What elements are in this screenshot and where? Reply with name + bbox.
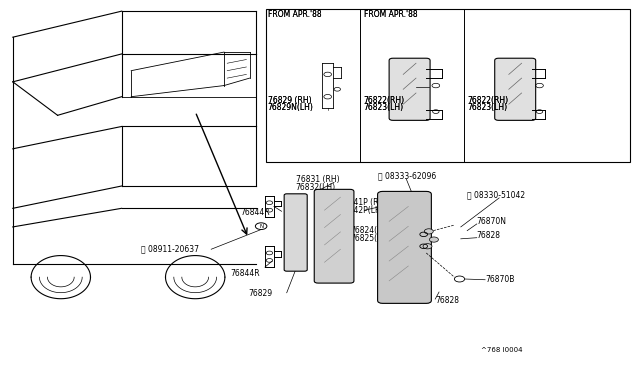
Text: 76842P(LH): 76842P(LH) bbox=[339, 206, 384, 215]
FancyBboxPatch shape bbox=[389, 58, 430, 121]
Text: ^768 I0004: ^768 I0004 bbox=[481, 347, 523, 353]
FancyBboxPatch shape bbox=[495, 58, 536, 121]
Text: FROM APR.'88: FROM APR.'88 bbox=[364, 10, 417, 19]
Text: 76822(RH): 76822(RH) bbox=[467, 96, 508, 105]
FancyBboxPatch shape bbox=[284, 194, 307, 271]
Text: 76844R: 76844R bbox=[230, 269, 260, 278]
Text: N: N bbox=[259, 224, 263, 229]
Text: Ⓝ 08911-20637: Ⓝ 08911-20637 bbox=[141, 245, 199, 254]
FancyBboxPatch shape bbox=[378, 191, 431, 303]
Circle shape bbox=[423, 244, 432, 249]
Text: 76823(LH): 76823(LH) bbox=[364, 103, 404, 112]
Text: 76829 (RH): 76829 (RH) bbox=[268, 96, 311, 105]
Text: FROM APR.'88: FROM APR.'88 bbox=[268, 10, 321, 19]
Circle shape bbox=[454, 276, 465, 282]
Text: 76829: 76829 bbox=[248, 289, 273, 298]
Text: 76829N(LH): 76829N(LH) bbox=[268, 103, 314, 112]
Circle shape bbox=[255, 223, 267, 230]
Text: 76831 (RH): 76831 (RH) bbox=[296, 175, 339, 184]
Text: 76844R: 76844R bbox=[241, 208, 270, 217]
Text: 76829 (RH): 76829 (RH) bbox=[268, 96, 311, 105]
Text: 76823(LH): 76823(LH) bbox=[467, 103, 508, 112]
Text: 76870N: 76870N bbox=[477, 217, 507, 226]
Bar bbox=[266, 9, 630, 162]
Text: 76823(LH): 76823(LH) bbox=[467, 103, 508, 112]
Text: 76823(LH): 76823(LH) bbox=[364, 103, 404, 112]
Text: 76822(RH): 76822(RH) bbox=[467, 96, 508, 105]
Circle shape bbox=[429, 237, 438, 242]
Text: FROM APR.'88: FROM APR.'88 bbox=[268, 10, 321, 19]
Text: FROM APR.'88: FROM APR.'88 bbox=[364, 10, 417, 19]
Text: 76832(LH): 76832(LH) bbox=[296, 183, 336, 192]
Text: 76870B: 76870B bbox=[485, 275, 515, 284]
Text: 76841P (RH): 76841P (RH) bbox=[339, 198, 387, 207]
Text: 76828: 76828 bbox=[435, 296, 460, 305]
Text: 76825(LH): 76825(LH) bbox=[351, 234, 391, 243]
Text: 76822(RH): 76822(RH) bbox=[364, 96, 404, 105]
FancyBboxPatch shape bbox=[314, 189, 354, 283]
Text: 76829N(LH): 76829N(LH) bbox=[268, 103, 314, 112]
Text: Ⓢ 08333-62096: Ⓢ 08333-62096 bbox=[378, 172, 436, 181]
Text: 76828: 76828 bbox=[477, 231, 501, 240]
Circle shape bbox=[424, 229, 433, 234]
Text: 76822(RH): 76822(RH) bbox=[364, 96, 404, 105]
Text: Ⓢ 08330-51042: Ⓢ 08330-51042 bbox=[467, 191, 525, 200]
Text: 76824(RH): 76824(RH) bbox=[351, 226, 392, 235]
